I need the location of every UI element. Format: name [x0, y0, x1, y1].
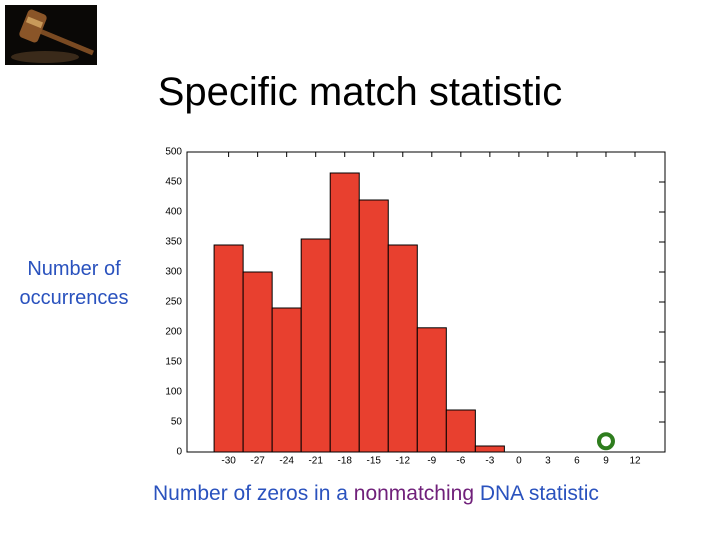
y-tick-label: 500: [165, 147, 182, 158]
x-tick-label: -15: [367, 456, 382, 467]
bar: [329, 172, 360, 453]
bar: [474, 445, 505, 453]
y-tick-label: 450: [165, 177, 182, 188]
bar: [242, 271, 273, 453]
y-tick-label: 200: [165, 327, 182, 338]
y-tick-label: 100: [165, 387, 182, 398]
x-tick-label: 6: [574, 456, 580, 467]
x-tick-label: 9: [603, 456, 609, 467]
y-tick-label: 0: [176, 447, 182, 458]
x-axis-label: Number of zeros in a nonmatching DNA sta…: [153, 482, 673, 506]
x-tick-label: -3: [485, 456, 494, 467]
y-tick-label: 300: [165, 267, 182, 278]
bar: [300, 238, 331, 453]
slide-title: Specific match statistic: [157, 70, 563, 114]
y-tick-label: 250: [165, 297, 182, 308]
x-tick-label: 12: [629, 456, 641, 467]
bar: [358, 199, 389, 453]
x-tick-label: -18: [337, 456, 352, 467]
x-tick-label: -30: [221, 456, 236, 467]
y-tick-label: 350: [165, 237, 182, 248]
observed-marker: [596, 432, 615, 451]
x-tick-label: 0: [516, 456, 522, 467]
bar: [387, 244, 418, 453]
x-tick-label: -21: [308, 456, 323, 467]
bar: [445, 409, 476, 453]
x-label-part: Number of zeros in a: [153, 482, 354, 505]
gavel-image: [5, 5, 97, 65]
y-axis-label: Number of occurrences: [19, 258, 129, 309]
x-tick-label: -6: [456, 456, 465, 467]
x-label-highlight: nonmatching: [353, 482, 475, 505]
y-tick-label: 400: [165, 207, 182, 218]
x-label-part: DNA statistic: [474, 482, 599, 505]
x-tick-label: 3: [545, 456, 551, 467]
bar: [213, 244, 244, 453]
y-tick-label: 50: [171, 417, 183, 428]
x-tick-label: -27: [250, 456, 265, 467]
x-tick-label: -24: [279, 456, 294, 467]
x-tick-label: -9: [427, 456, 436, 467]
y-tick-label: 150: [165, 357, 182, 368]
bar: [271, 307, 302, 453]
bar: [416, 327, 447, 453]
x-tick-label: -12: [396, 456, 411, 467]
